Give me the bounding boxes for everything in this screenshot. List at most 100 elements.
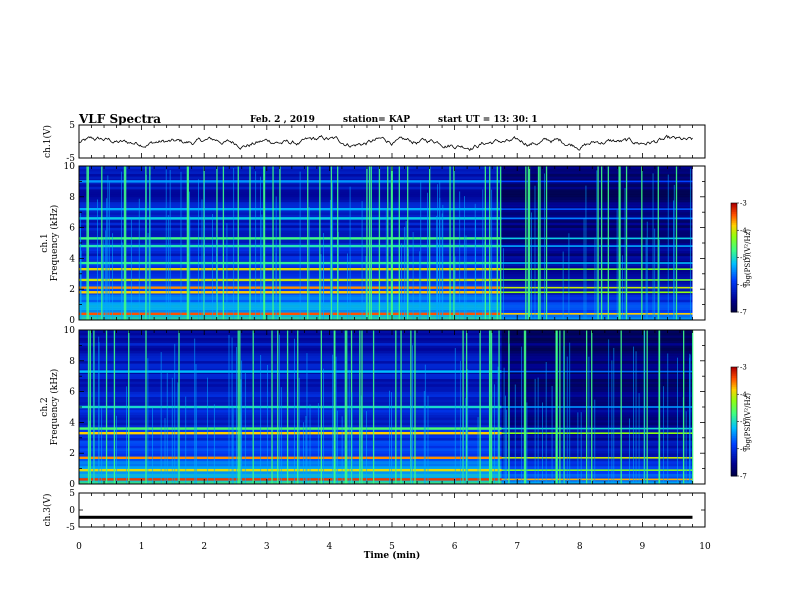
ch2-spectrogram-sferic bbox=[503, 367, 505, 484]
ch2-spectrogram-texture-row bbox=[501, 383, 693, 387]
ch1-spectrogram-sferic bbox=[255, 171, 257, 320]
ch1-spectrogram-sferic bbox=[216, 166, 218, 320]
ch1-spectrogram-sferic bbox=[534, 185, 536, 320]
ch2-spectrogram-sferic bbox=[228, 335, 230, 484]
x-tick-label: 3 bbox=[264, 542, 270, 552]
ch1-spectrogram-colorbar-tick-label: -7 bbox=[740, 309, 747, 317]
ch2-spectrogram-sferic bbox=[613, 347, 615, 484]
ch1-spectrogram-sferic bbox=[502, 248, 504, 320]
ch2-spectrogram-colorbar-cell bbox=[731, 450, 737, 453]
ch2-spectrogram-sferic bbox=[462, 405, 464, 484]
ch1-spectrogram-sferic bbox=[216, 234, 217, 320]
ch2-spectrogram-sferic bbox=[477, 417, 479, 484]
ch1-spectrogram-sferic bbox=[87, 166, 89, 320]
ch1-spectrogram-colorbar-cell bbox=[731, 239, 737, 242]
ch2-spectrogram-texture-row bbox=[79, 363, 502, 367]
ch1-spectrogram-sferic bbox=[337, 231, 339, 320]
ch2-spectrogram-sferic bbox=[551, 385, 553, 484]
ch1-spectrogram-colorbar-cell bbox=[731, 284, 737, 288]
ch2-spectrogram-sferic bbox=[542, 402, 543, 484]
ch1-spectrogram-colorbar-cell bbox=[731, 262, 737, 266]
ch1-spectrogram-sferic bbox=[585, 185, 587, 320]
ch2-spectrogram-texture-row bbox=[501, 478, 693, 482]
ch1-spectrogram-sferic bbox=[539, 166, 541, 320]
ch2-spectrogram-sferic bbox=[317, 403, 319, 484]
ch2-spectrogram-texture-row bbox=[79, 350, 502, 354]
ch1-spectrogram-texture-row bbox=[79, 176, 502, 180]
chart-title: VLF Spectra bbox=[79, 112, 162, 126]
ch2-spectrogram-sferic bbox=[147, 358, 149, 484]
ch1-spectrogram-sferic bbox=[616, 209, 618, 320]
ch2-spectrogram-colorbar-cell bbox=[731, 434, 737, 437]
ch2-spectrogram-sferic bbox=[236, 346, 237, 484]
ch2-spectrogram-colorbar-cell bbox=[731, 432, 737, 435]
ch1-waveform-ylabel: ch.1(V) bbox=[42, 125, 53, 158]
ch1-spectrogram-sferic bbox=[499, 166, 502, 320]
ch2-spectrogram-texture-row bbox=[79, 442, 502, 446]
ch2-spectrogram-texture-row bbox=[501, 458, 693, 462]
ch2-spectrogram-texture-row bbox=[501, 368, 693, 372]
ch1-spectrogram-sferic bbox=[86, 166, 88, 320]
ch1-spectrogram-sferic bbox=[272, 166, 274, 320]
ch2-spectrogram-sferic bbox=[271, 330, 273, 484]
ch1-spectrogram-sferic bbox=[203, 166, 205, 320]
ch2-spectrogram-sferic bbox=[524, 330, 527, 484]
ch1-spectrogram-sferic bbox=[429, 166, 431, 320]
ch2-spectrogram-colorbar-cell bbox=[731, 388, 737, 392]
ch1-spectrogram-colorbar-cell bbox=[731, 244, 737, 248]
ch1-spectrogram-sferic bbox=[307, 166, 309, 320]
ch1-spectrogram-sferic bbox=[527, 166, 529, 320]
ch1-spectrogram-sferic bbox=[329, 199, 331, 320]
ch1-spectrogram-texture-row bbox=[79, 307, 502, 311]
ch1-spectrogram-sferic bbox=[263, 166, 266, 320]
ch1-spectrogram-colorbar-cell bbox=[731, 246, 737, 249]
ch1-spectrogram-colorbar-cell bbox=[731, 212, 737, 215]
ch1-spectrogram-sferic bbox=[167, 215, 169, 320]
ch2-spectrogram-texture-row bbox=[79, 332, 502, 336]
ch2-spectrogram-texture-row bbox=[79, 342, 502, 346]
ch2-spectrogram-colorbar-cell bbox=[731, 414, 737, 417]
ch2-spectrogram-colorbar-tick-label: -6 bbox=[740, 445, 747, 453]
ch1-spectrogram-sferic bbox=[528, 166, 531, 320]
ch1-spectrogram-sferic bbox=[366, 166, 368, 320]
ch1-spectrogram-sferic bbox=[80, 250, 82, 320]
ch1-spectrogram-sferic bbox=[165, 169, 167, 320]
ch2-spectrogram-texture-row bbox=[79, 412, 502, 415]
ch1-spectrogram-sferic bbox=[439, 220, 441, 320]
ch1-spectrogram-colorbar-tick-label: -6 bbox=[740, 281, 747, 289]
ch1-spectrogram-sferic bbox=[562, 251, 564, 320]
ch3-waveform-ytick-label: 5 bbox=[69, 489, 75, 499]
ch1-spectrogram-sferic bbox=[105, 230, 107, 320]
ch2-spectrogram-colorbar-cell bbox=[731, 390, 737, 393]
ch2-spectrogram-texture-row bbox=[501, 337, 693, 341]
ch2-spectrogram-colorbar-cell bbox=[731, 401, 737, 404]
ch2-spectrogram-colorbar-cell bbox=[731, 468, 737, 472]
ch2-spectrogram-texture-row bbox=[79, 407, 502, 410]
ch1-spectrogram-ylabel-frequency: Frequency (kHz) bbox=[49, 205, 60, 282]
ch2-spectrogram-sferic bbox=[306, 353, 308, 484]
ch2-spectrogram-sferic bbox=[633, 346, 634, 484]
ch2-spectrogram-ytick-label: 8 bbox=[69, 357, 75, 367]
ch2-spectrogram-texture-row bbox=[79, 453, 502, 457]
ch2-spectrogram-sferic bbox=[588, 356, 590, 484]
ch1-spectrogram-colorbar-cell bbox=[731, 233, 737, 237]
ch2-spectrogram-ylabel-frequency: Frequency (kHz) bbox=[49, 369, 60, 446]
ch1-spectrogram-sferic bbox=[368, 166, 371, 320]
ch1-spectrogram-band bbox=[79, 278, 502, 282]
ch2-spectrogram-texture-row bbox=[79, 376, 502, 380]
ch1-spectrogram-texture-row bbox=[79, 183, 502, 187]
station-label: station= KAP bbox=[343, 115, 411, 125]
ch1-spectrogram-sferic bbox=[337, 166, 339, 320]
ch2-spectrogram-sferic bbox=[178, 330, 180, 484]
ch2-spectrogram-sferic bbox=[351, 392, 353, 484]
ch1-spectrogram-texture-row bbox=[79, 248, 502, 251]
ch1-spectrogram-sferic bbox=[103, 237, 105, 320]
ch2-spectrogram-sferic bbox=[682, 330, 685, 484]
ch1-spectrogram-texture-row bbox=[79, 266, 502, 269]
ch2-spectrogram-sferic bbox=[145, 330, 147, 484]
ch2-spectrogram-sferic bbox=[322, 368, 324, 484]
ch1-spectrogram-sferic bbox=[279, 166, 281, 320]
ch2-spectrogram-sferic bbox=[286, 330, 289, 484]
ch2-spectrogram-sferic bbox=[294, 338, 295, 484]
ch1-spectrogram-ytick-label: 4 bbox=[69, 254, 75, 264]
